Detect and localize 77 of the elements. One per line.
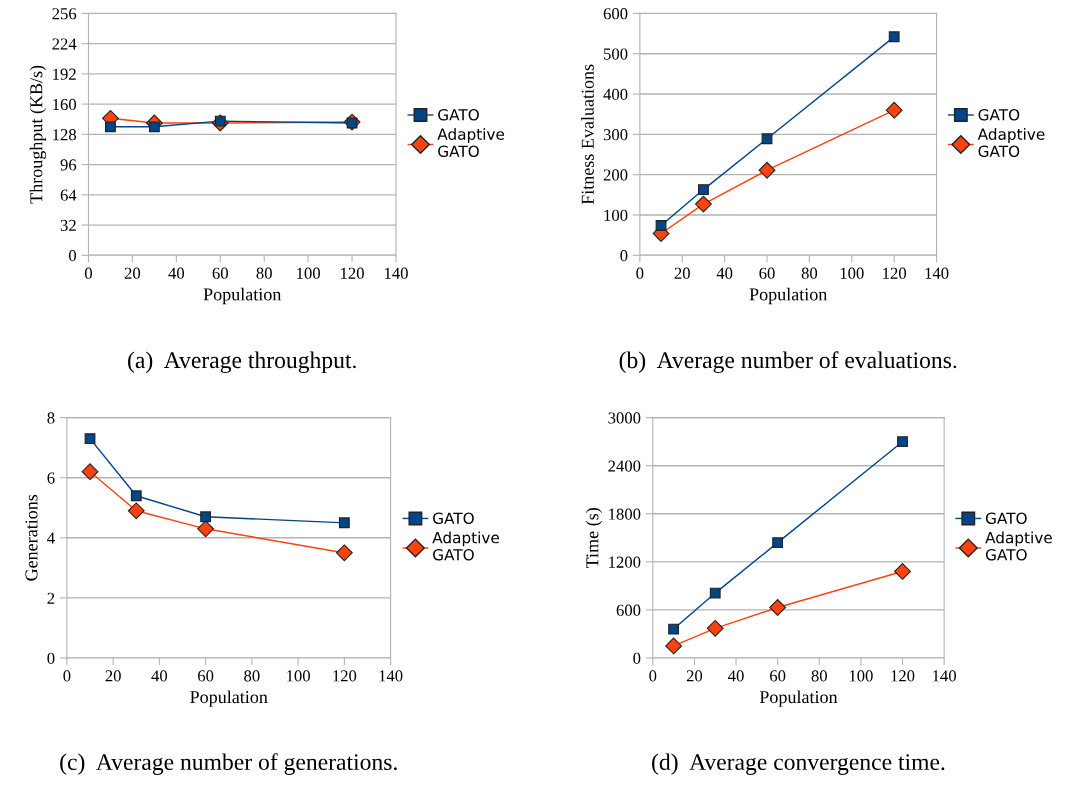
- x-tick-label: 140: [933, 670, 956, 682]
- y-tick-label: 200: [603, 169, 628, 181]
- y-tick-label: 400: [603, 88, 628, 100]
- y-tick-label: 600: [603, 8, 628, 20]
- x-tick-label: 120: [883, 267, 907, 279]
- x-tick-label: 100: [840, 267, 864, 279]
- x-tick-label: 140: [384, 267, 408, 279]
- x-tick-label: 120: [891, 670, 915, 682]
- x-tick-label: 120: [341, 267, 364, 279]
- legend-label: GATO: [978, 108, 1020, 121]
- x-tick-label: 40: [151, 670, 168, 682]
- text: (a) Average throughput.: [128, 351, 356, 374]
- y-tick-label: 224: [52, 38, 77, 50]
- text: (c) Average number of generations.: [60, 753, 397, 775]
- x-tick-label: 60: [212, 267, 228, 279]
- x-axis-title: Population: [759, 690, 838, 707]
- y-axis-title: Time (s): [585, 508, 603, 568]
- x-tick-label: 100: [849, 670, 873, 682]
- x-tick-label: 20: [686, 670, 703, 682]
- x-tick-label: 80: [801, 267, 818, 279]
- y-tick-label: 96: [60, 159, 77, 171]
- y-tick-label: 0: [633, 652, 641, 664]
- y-tick-label: 6: [47, 472, 55, 484]
- text: (d) Average convergence time.: [652, 753, 945, 775]
- text: (b) Average number of evaluations.: [619, 351, 957, 374]
- x-tick-label: 100: [287, 670, 310, 682]
- x-tick-label: 0: [84, 267, 93, 279]
- x-axis-title: Population: [190, 690, 268, 707]
- y-axis-title: Fitness Evaluations: [581, 64, 594, 205]
- legend-label: Adaptive GATO: [977, 128, 1045, 158]
- y-tick-label: 64: [60, 189, 77, 201]
- y-tick-label: 160: [53, 98, 77, 111]
- y-tick-label: 0: [620, 250, 628, 262]
- legend-label: GATO: [985, 512, 1027, 524]
- y-tick-label: 300: [603, 129, 628, 141]
- x-tick-label: 60: [770, 670, 786, 682]
- x-tick-label: 60: [759, 267, 775, 279]
- x-tick-label: 20: [105, 670, 121, 682]
- y-tick-label: 256: [52, 8, 77, 20]
- y-tick-label: 32: [60, 219, 76, 232]
- y-tick-label: 3000: [608, 412, 641, 424]
- x-tick-label: 20: [124, 267, 141, 279]
- x-tick-label: 40: [168, 267, 185, 279]
- y-tick-label: 2400: [608, 460, 641, 472]
- y-tick-label: 0: [47, 652, 55, 664]
- x-axis-title: Population: [749, 287, 828, 305]
- x-axis-title: Population: [203, 287, 282, 305]
- legend-label: Adaptive GATO: [437, 128, 505, 158]
- legend-label: GATO: [438, 108, 479, 121]
- y-tick-label: 0: [68, 250, 77, 262]
- y-tick-label: 4: [47, 532, 55, 544]
- x-tick-label: 100: [297, 267, 320, 279]
- x-tick-label: 80: [256, 267, 272, 279]
- y-tick-label: 192: [53, 68, 76, 80]
- y-tick-label: 8: [47, 412, 55, 424]
- y-tick-label: 128: [53, 129, 77, 141]
- x-tick-label: 120: [333, 670, 357, 682]
- y-axis-title: Generations: [25, 494, 38, 581]
- legend-label: Adaptive GATO: [432, 531, 500, 561]
- y-tick-label: 100: [604, 209, 628, 221]
- x-tick-label: 140: [379, 670, 403, 682]
- x-tick-label: 0: [649, 670, 657, 682]
- y-tick-label: 500: [604, 48, 628, 60]
- y-tick-label: 1200: [609, 556, 641, 568]
- x-tick-label: 80: [811, 670, 827, 682]
- x-tick-label: 20: [674, 267, 690, 279]
- y-tick-label: 2: [47, 592, 55, 604]
- x-tick-label: 140: [925, 267, 949, 279]
- y-tick-label: 600: [616, 604, 641, 616]
- legend-label: GATO: [433, 512, 474, 524]
- y-axis-title: Throughput (KB/s): [29, 65, 47, 204]
- x-tick-label: 40: [716, 267, 733, 279]
- legend-label: Adaptive GATO: [985, 531, 1052, 561]
- y-tick-label: 1800: [609, 508, 641, 520]
- x-tick-label: 60: [198, 670, 214, 682]
- x-tick-label: 40: [728, 670, 744, 682]
- x-tick-label: 80: [244, 670, 260, 682]
